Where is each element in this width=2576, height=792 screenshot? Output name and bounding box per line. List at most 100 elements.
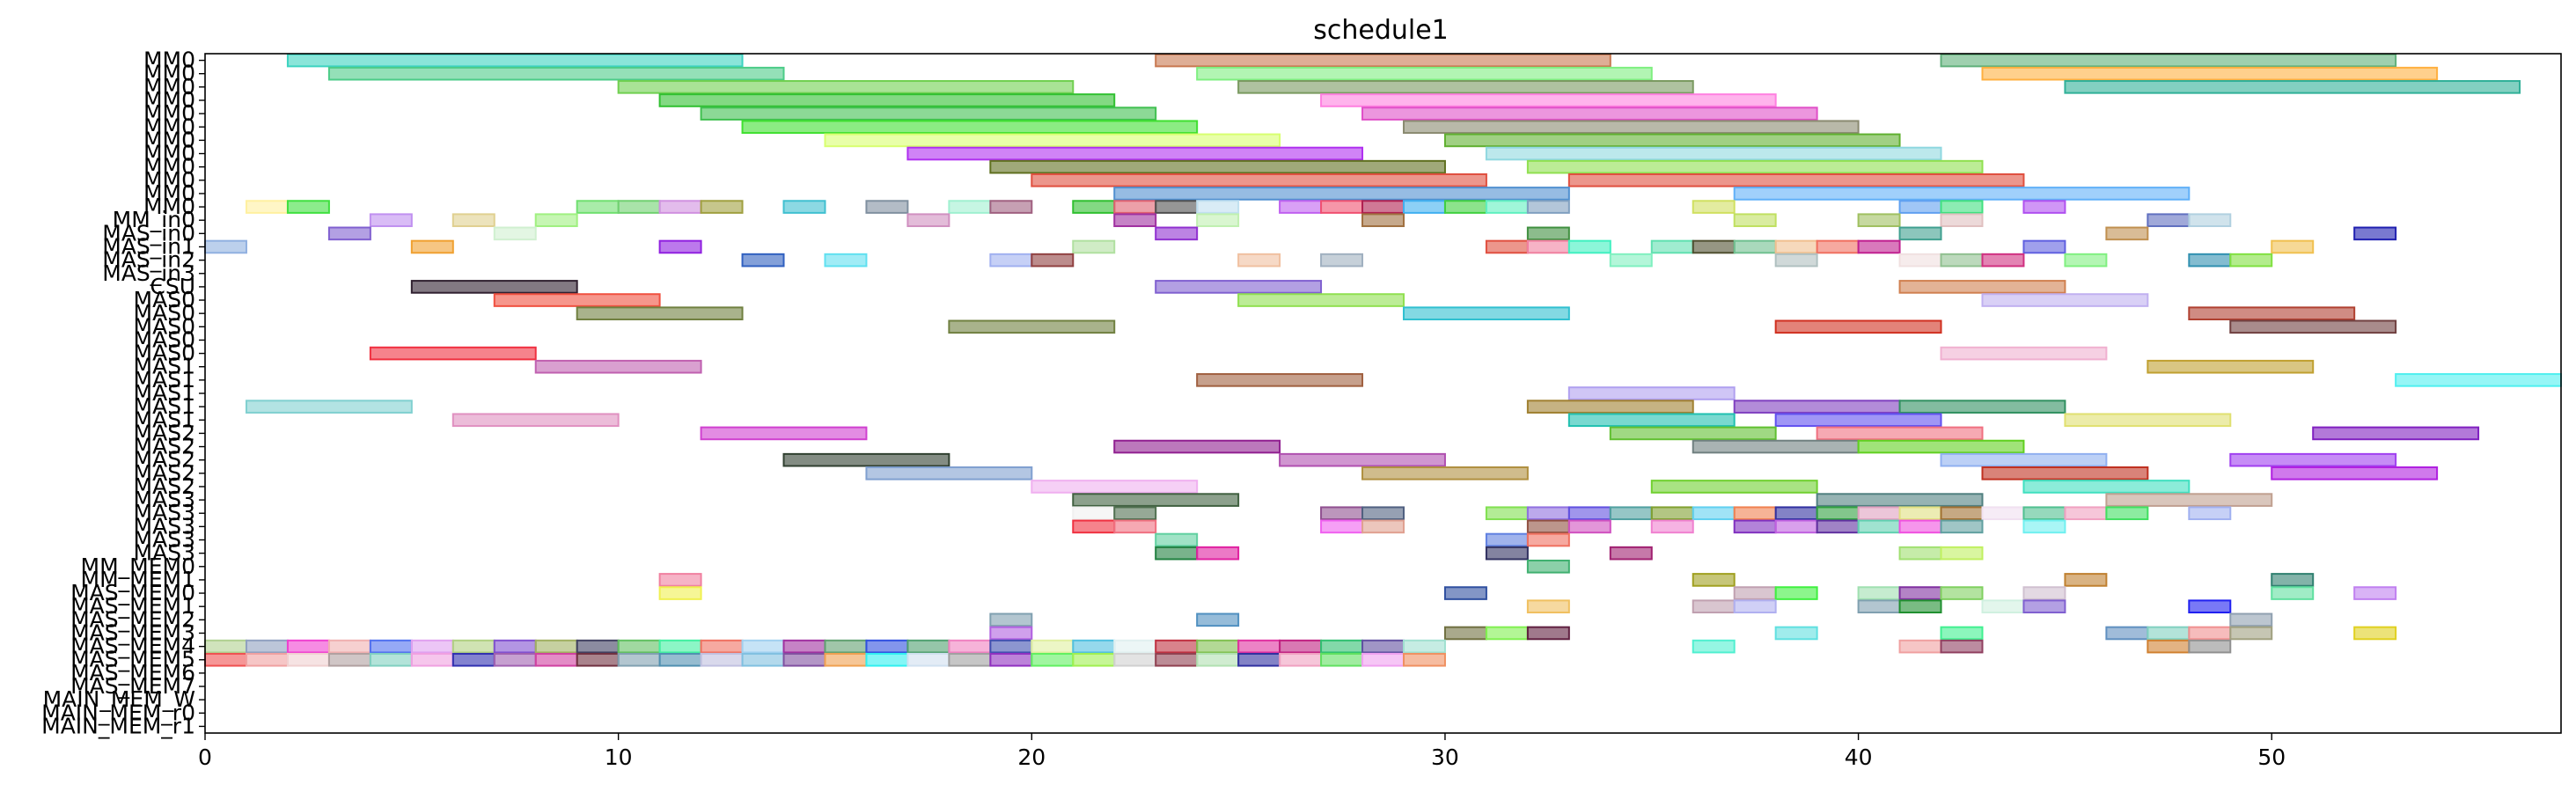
task-bar	[1692, 200, 1736, 214]
y-tick-label: MAS_in0	[102, 220, 195, 246]
task-bar	[1031, 172, 1487, 187]
task-bar	[782, 639, 826, 654]
task-bar	[1567, 413, 1736, 428]
task-bar	[2188, 213, 2232, 228]
task-bar	[617, 639, 661, 654]
task-bar	[410, 652, 454, 667]
task-bar	[865, 466, 1033, 480]
task-bar	[1940, 346, 2108, 361]
task-bar	[2147, 213, 2191, 228]
task-bar	[617, 80, 1075, 94]
task-bar	[245, 200, 289, 214]
task-bar	[493, 652, 537, 667]
task-bar	[1609, 506, 1653, 521]
task-bar	[451, 413, 620, 428]
task-bar	[2064, 80, 2521, 94]
task-bar	[1526, 159, 1984, 174]
task-bar	[534, 359, 702, 374]
task-bar	[1650, 506, 1694, 521]
task-bar	[824, 133, 1281, 148]
task-bar	[1320, 93, 1777, 107]
y-tick-label: MAS_MEM4	[70, 634, 195, 659]
task-bar	[1940, 586, 1984, 600]
task-bar	[1940, 213, 1984, 228]
task-bar	[989, 626, 1033, 641]
task-bar	[410, 639, 454, 654]
task-bar	[1361, 506, 1405, 521]
task-bar	[1402, 652, 1446, 667]
task-bar	[1650, 239, 1694, 254]
task-bar	[1320, 506, 1364, 521]
y-tick-label: MAIN_MEM_W	[43, 686, 195, 712]
task-bar	[1402, 306, 1570, 320]
task-bar	[1774, 319, 1942, 334]
task-bar	[1857, 239, 1901, 254]
task-bar	[410, 280, 578, 294]
task-bar	[1485, 239, 1529, 254]
task-bar	[1320, 652, 1364, 667]
y-tick-label: MAS2	[134, 473, 195, 499]
task-bar	[327, 226, 371, 241]
task-bar	[989, 612, 1033, 627]
task-bar	[576, 306, 744, 320]
task-bar	[700, 200, 744, 214]
task-bar	[1113, 652, 1157, 667]
task-bar	[1072, 639, 1116, 654]
y-tick-label: MAS_in2	[102, 247, 195, 273]
task-bar	[2022, 586, 2066, 600]
task-bar	[2147, 626, 2191, 641]
task-bar	[1155, 546, 1199, 561]
y-tick-label: MAS_MEM5	[70, 647, 195, 672]
task-bar	[576, 652, 620, 667]
y-tick-label: MM0	[143, 87, 195, 113]
task-bar	[1402, 639, 1446, 654]
task-bar	[1692, 573, 1736, 587]
task-bar	[1113, 213, 1157, 228]
y-tick-label: MAS1	[134, 407, 195, 432]
task-bar	[1361, 213, 1405, 228]
task-bar	[1733, 400, 1901, 414]
task-bar	[2229, 626, 2273, 641]
task-bar	[204, 652, 247, 667]
x-tick-label: 20	[1017, 744, 1046, 770]
task-bar	[1650, 480, 1818, 494]
task-bar	[1031, 253, 1075, 268]
task-bar	[906, 652, 950, 667]
task-bar	[2312, 426, 2480, 441]
task-bar	[534, 639, 578, 654]
task-bar	[1816, 426, 1984, 441]
task-bar	[1567, 172, 2025, 187]
task-bar	[1940, 200, 1984, 214]
task-bar	[1279, 200, 1323, 214]
y-tick-label: MAS2	[134, 460, 195, 486]
task-bar	[1857, 439, 2025, 454]
task-bar	[2022, 506, 2066, 521]
y-tick-label: MM0	[143, 127, 195, 152]
task-bar	[1692, 439, 1860, 454]
task-bar	[782, 452, 950, 467]
task-bar	[1320, 253, 1364, 268]
task-bar	[2188, 639, 2232, 654]
task-bar	[1898, 400, 2066, 414]
task-bar	[1774, 239, 1818, 254]
task-bar	[2271, 573, 2315, 587]
task-bar	[1526, 400, 1694, 414]
y-tick-label: MAS2	[134, 420, 195, 445]
task-bar	[741, 652, 785, 667]
task-bar	[1361, 200, 1405, 214]
task-bar	[1774, 519, 1818, 534]
x-tick-label: 0	[198, 744, 212, 770]
task-bar	[1816, 519, 1860, 534]
task-bar	[2229, 452, 2397, 467]
task-bar	[2064, 573, 2108, 587]
task-bar	[1320, 200, 1364, 214]
task-bar	[2188, 306, 2356, 320]
task-bar	[2229, 253, 2273, 268]
task-bar	[948, 200, 992, 214]
task-bar	[1526, 506, 1570, 521]
task-bar	[1031, 652, 1075, 667]
y-tick-label: MAIN_MEM_r0	[41, 700, 195, 725]
task-bar	[1196, 612, 1240, 627]
task-bar	[1443, 200, 1487, 214]
task-bar	[2105, 226, 2149, 241]
